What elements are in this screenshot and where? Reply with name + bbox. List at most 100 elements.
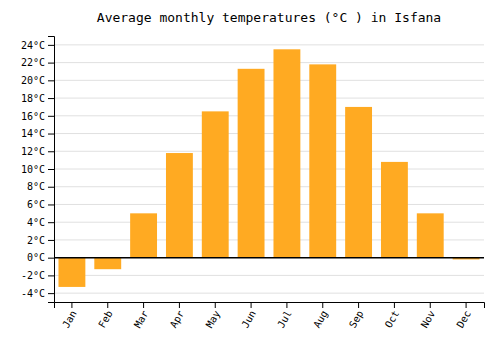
bar xyxy=(309,64,336,257)
tick-label: 8°C xyxy=(27,181,45,192)
tick-mark xyxy=(107,302,108,308)
tick-label: 4°C xyxy=(27,217,45,228)
tick-mark xyxy=(48,187,54,188)
grid-line xyxy=(54,115,484,116)
tick-mark xyxy=(48,293,54,294)
tick-label: 0°C xyxy=(27,252,45,263)
x-axis: Jan Feb Mar Apr May Jun Jul Aug Sep Oct Nov Dec xyxy=(55,302,485,330)
tick-mark xyxy=(48,63,54,64)
axis-line xyxy=(48,37,55,303)
tick: 16°C xyxy=(21,111,54,122)
tick-mark xyxy=(48,222,54,223)
tick-label: Apr xyxy=(168,309,187,330)
tick-label: 24°C xyxy=(21,40,45,51)
tick-mark xyxy=(394,302,395,308)
tick-label: -2°C xyxy=(21,270,45,281)
bar xyxy=(238,69,265,258)
tick: Dec xyxy=(454,302,473,330)
tick-label: Mar xyxy=(132,309,151,330)
tick-mark xyxy=(143,302,144,308)
tick: 14°C xyxy=(21,128,54,139)
tick: Nov xyxy=(419,302,438,330)
tick: Aug xyxy=(311,302,330,330)
tick-label: 2°C xyxy=(27,235,45,246)
tick-label: Oct xyxy=(383,309,402,330)
grid-line xyxy=(54,133,484,134)
tick-label: 10°C xyxy=(21,164,45,175)
tick: 12°C xyxy=(21,146,54,157)
bar xyxy=(202,111,229,257)
bar xyxy=(381,162,408,258)
tick-mark xyxy=(179,302,180,308)
bar xyxy=(273,49,300,257)
tick-mark xyxy=(48,275,54,276)
tick-mark xyxy=(48,116,54,117)
tick: 22°C xyxy=(21,57,54,68)
grid-line xyxy=(54,98,484,99)
bar xyxy=(130,213,157,257)
grid-line xyxy=(54,151,484,152)
plot-area xyxy=(54,49,484,287)
tick: May xyxy=(204,302,223,330)
tick-mark xyxy=(48,169,54,170)
tick: 20°C xyxy=(21,75,54,86)
tick-label: Jun xyxy=(239,309,258,330)
bar xyxy=(345,107,372,258)
tick: Feb xyxy=(96,302,115,330)
tick-mark xyxy=(48,80,54,81)
tick-label: May xyxy=(204,309,223,330)
tick: Jul xyxy=(275,302,294,330)
tick-label: 14°C xyxy=(21,128,45,139)
grid-line xyxy=(54,169,484,170)
tick: 2°C xyxy=(27,235,54,246)
tick-mark xyxy=(48,134,54,135)
tick-mark xyxy=(48,240,54,241)
grid-line xyxy=(54,186,484,187)
tick-label: 12°C xyxy=(21,146,45,157)
tick-mark xyxy=(251,302,252,308)
tick: Jun xyxy=(239,302,258,330)
tick-mark xyxy=(430,302,431,308)
tick: 24°C xyxy=(21,40,54,51)
bar xyxy=(58,258,85,287)
tick-label: Feb xyxy=(96,309,115,330)
tick-label: 20°C xyxy=(21,75,45,86)
tick: Mar xyxy=(132,302,151,330)
tick-mark xyxy=(71,302,72,308)
grid-line xyxy=(54,62,484,63)
axis-line xyxy=(55,303,485,309)
tick: 10°C xyxy=(21,164,54,175)
tick: Jan xyxy=(60,302,79,330)
grid-line xyxy=(54,44,484,45)
tick: 8°C xyxy=(27,181,54,192)
tick: -4°C xyxy=(21,288,54,299)
tick: 0°C xyxy=(27,252,54,263)
tick: 18°C xyxy=(21,93,54,104)
tick: Apr xyxy=(168,302,187,330)
title: Average monthly temperatures (°C ) in Is… xyxy=(97,10,441,25)
grid-line xyxy=(54,204,484,205)
tick-mark xyxy=(466,302,467,308)
tick-label: Jan xyxy=(60,309,79,330)
tick: 6°C xyxy=(27,199,54,210)
tick-label: Dec xyxy=(454,309,473,330)
tick-mark xyxy=(48,204,54,205)
tick-mark xyxy=(48,98,54,99)
tick-label: 22°C xyxy=(21,57,45,68)
bar xyxy=(417,213,444,257)
tick-label: Jul xyxy=(275,309,294,330)
tick-mark xyxy=(215,302,216,308)
zero-line xyxy=(54,257,484,259)
tick-mark xyxy=(286,302,287,308)
tick-label: 16°C xyxy=(21,111,45,122)
tick: Sep xyxy=(347,302,366,330)
grid-line xyxy=(54,275,484,276)
tick-mark xyxy=(48,45,54,46)
tick: -2°C xyxy=(21,270,54,281)
tick-label: Aug xyxy=(311,309,330,330)
tick-mark xyxy=(322,302,323,308)
tick-mark xyxy=(358,302,359,308)
tick-label: Nov xyxy=(419,309,438,330)
tick-mark xyxy=(48,258,54,259)
tick-label: 6°C xyxy=(27,199,45,210)
